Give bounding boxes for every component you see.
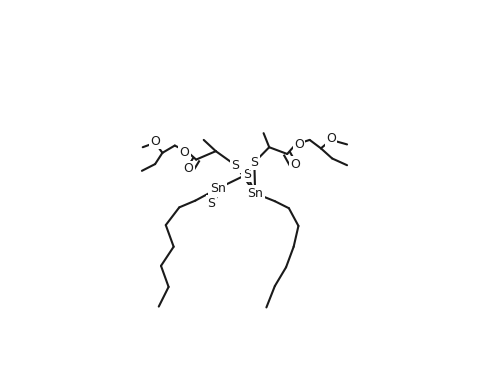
Text: S: S: [207, 197, 215, 210]
Text: O: O: [150, 135, 160, 148]
Text: O: O: [326, 132, 336, 145]
Text: O: O: [180, 146, 189, 158]
Text: O: O: [183, 162, 193, 175]
Text: S: S: [231, 159, 240, 172]
Text: Sn: Sn: [247, 187, 263, 200]
Text: S: S: [243, 168, 251, 181]
Text: O: O: [294, 138, 304, 151]
Text: O: O: [290, 158, 300, 170]
Text: S: S: [250, 156, 258, 169]
Text: Sn: Sn: [210, 182, 226, 195]
